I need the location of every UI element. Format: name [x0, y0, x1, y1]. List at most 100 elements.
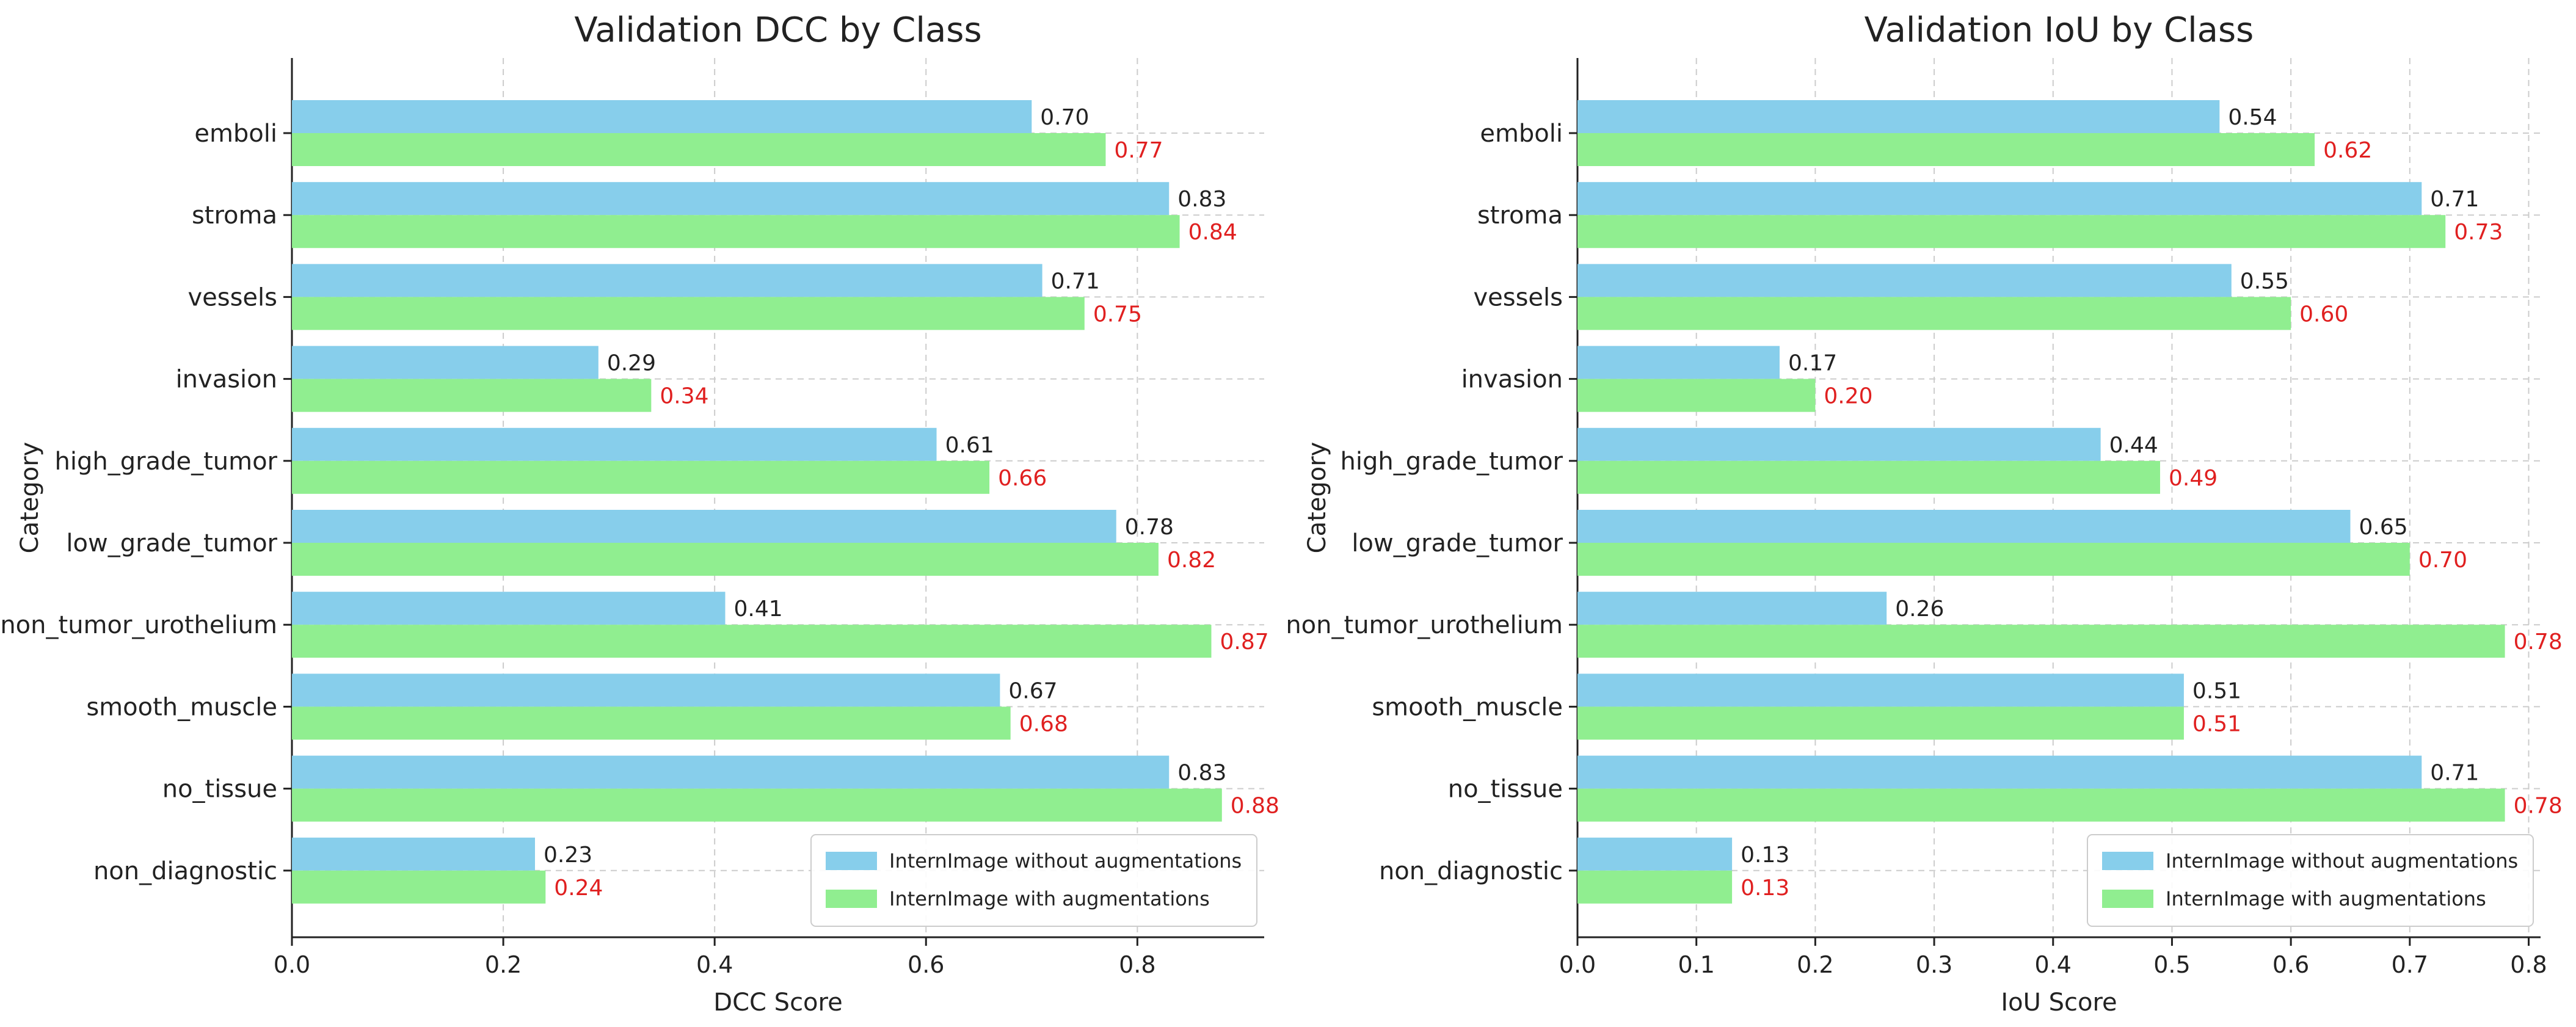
- chart1-category-label-stroma: stroma: [192, 201, 277, 230]
- chart1-value-label-s0-high_grade_tumor: 0.61: [945, 433, 994, 458]
- chart1-bar-s0-smooth_muscle: [292, 673, 1000, 707]
- chart2-xtick-label-0: 0.0: [1559, 951, 1596, 978]
- chart2-x-axis-title: IoU Score: [2001, 989, 2117, 1017]
- chart2-bar-s1-no_tissue: [1577, 788, 2505, 822]
- chart1-bar-s0-vessels: [292, 264, 1042, 297]
- chart2-xtick-label-4: 0.4: [2035, 951, 2072, 978]
- chart2-category-label-no_tissue: no_tissue: [1448, 775, 1563, 804]
- chart1-value-label-s0-no_tissue: 0.83: [1177, 761, 1226, 786]
- chart1-value-label-s1-high_grade_tumor: 0.66: [998, 466, 1047, 491]
- chart1-bar-s0-no_tissue: [292, 755, 1170, 789]
- chart2-bar-s1-invasion: [1577, 379, 1816, 412]
- chart1-bar-s0-emboli: [292, 100, 1032, 133]
- chart2-category-label-high_grade_tumor: high_grade_tumor: [1341, 448, 1563, 476]
- chart1-bar-s0-non_tumor_urothelium: [292, 592, 726, 625]
- chart2: 0.54 0.62 emboli 0.71 0.73 stroma 0.55 0.60 vess…: [1286, 10, 2562, 1017]
- chart1: 0.70 0.77 emboli 0.83 0.84 stroma 0.71 0.75 vess…: [0, 10, 1279, 1017]
- chart1-bar-s1-vessels: [292, 297, 1085, 330]
- chart1-title: Validation DCC by Class: [574, 10, 981, 50]
- chart2-bar-s0-non_tumor_urothelium: [1577, 592, 1887, 625]
- chart1-value-label-s0-non_diagnostic: 0.23: [544, 843, 592, 868]
- chart1-value-label-s0-emboli: 0.70: [1040, 105, 1089, 130]
- chart2-legend-label-0: InternImage without augmentations: [2166, 849, 2518, 873]
- chart2-y-axis-title: Category: [1303, 442, 1331, 554]
- chart2-value-label-s1-non_diagnostic: 0.13: [1741, 876, 1789, 901]
- chart1-xtick-label-0: 0.0: [274, 951, 310, 978]
- chart1-value-label-s1-no_tissue: 0.88: [1231, 794, 1279, 819]
- chart2-value-label-s1-smooth_muscle: 0.51: [2192, 711, 2241, 736]
- chart2-value-label-s0-emboli: 0.54: [2228, 105, 2277, 130]
- chart1-value-label-s0-invasion: 0.29: [607, 351, 656, 376]
- chart1-xtick-label-2: 0.4: [696, 951, 733, 978]
- chart1-bar-s1-smooth_muscle: [292, 706, 1011, 740]
- chart2-bar-s1-emboli: [1577, 133, 2315, 166]
- chart2-xtick-label-8: 0.8: [2510, 951, 2547, 978]
- chart1-bar-s0-non_diagnostic: [292, 837, 535, 871]
- chart2-category-label-smooth_muscle: smooth_muscle: [1372, 693, 1563, 721]
- chart2-bar-s1-smooth_muscle: [1577, 706, 2184, 740]
- chart1-value-label-s1-invasion: 0.34: [660, 384, 708, 409]
- chart2-category-label-low_grade_tumor: low_grade_tumor: [1352, 529, 1563, 557]
- chart1-value-label-s0-low_grade_tumor: 0.78: [1125, 515, 1174, 540]
- chart1-value-label-s1-vessels: 0.75: [1093, 302, 1142, 327]
- chart2-bar-s0-invasion: [1577, 346, 1780, 379]
- chart2-legend-swatch-0: [2102, 852, 2153, 870]
- chart1-bar-s0-low_grade_tumor: [292, 510, 1116, 543]
- chart2-value-label-s1-invasion: 0.20: [1824, 384, 1872, 409]
- chart2-legend-swatch-1: [2102, 890, 2153, 908]
- chart1-value-label-s0-smooth_muscle: 0.67: [1008, 678, 1057, 703]
- chart2-value-label-s1-emboli: 0.62: [2323, 138, 2372, 163]
- chart1-category-label-no_tissue: no_tissue: [162, 775, 277, 804]
- chart2-bar-s1-non_tumor_urothelium: [1577, 625, 2505, 658]
- chart2-bar-s1-non_diagnostic: [1577, 870, 1733, 904]
- chart2-value-label-s1-low_grade_tumor: 0.70: [2418, 548, 2467, 573]
- chart2-legend-box: [2087, 834, 2534, 927]
- chart1-value-label-s1-non_tumor_urothelium: 0.87: [1220, 630, 1268, 655]
- chart1-category-label-invasion: invasion: [176, 366, 277, 394]
- chart1-y-axis-title: Category: [16, 442, 44, 554]
- chart2-xtick-label-1: 0.1: [1678, 951, 1714, 978]
- chart1-category-label-smooth_muscle: smooth_muscle: [86, 693, 277, 721]
- chart1-value-label-s0-stroma: 0.83: [1177, 187, 1226, 212]
- chart1-category-label-low_grade_tumor: low_grade_tumor: [66, 529, 277, 557]
- chart2-value-label-s0-low_grade_tumor: 0.65: [2359, 515, 2407, 540]
- chart2-bar-s1-low_grade_tumor: [1577, 543, 2410, 576]
- chart2-bar-s0-no_tissue: [1577, 755, 2422, 789]
- chart2-value-label-s1-vessels: 0.60: [2299, 302, 2348, 327]
- chart1-bar-s1-high_grade_tumor: [292, 460, 990, 494]
- chart1-xtick-label-1: 0.2: [485, 951, 522, 978]
- chart2-bar-s1-high_grade_tumor: [1577, 460, 2160, 494]
- chart1-bar-s0-invasion: [292, 346, 599, 379]
- chart2-xtick-label-6: 0.6: [2272, 951, 2309, 978]
- chart1-bar-s1-non_tumor_urothelium: [292, 625, 1212, 658]
- chart2-category-label-emboli: emboli: [1480, 120, 1563, 148]
- chart2-category-label-non_tumor_urothelium: non_tumor_urothelium: [1286, 611, 1563, 639]
- chart2-value-label-s0-smooth_muscle: 0.51: [2192, 678, 2241, 703]
- chart2-value-label-s1-high_grade_tumor: 0.49: [2169, 466, 2218, 491]
- chart2-xtick-label-5: 0.5: [2153, 951, 2190, 978]
- chart1-value-label-s1-emboli: 0.77: [1114, 138, 1163, 163]
- chart2-bar-s0-smooth_muscle: [1577, 673, 2184, 707]
- chart1-legend-swatch-0: [826, 852, 877, 870]
- chart1-bar-s1-non_diagnostic: [292, 870, 546, 904]
- chart2-value-label-s0-high_grade_tumor: 0.44: [2109, 433, 2158, 458]
- chart2-value-label-s1-no_tissue: 0.78: [2514, 794, 2563, 819]
- chart1-value-label-s1-non_diagnostic: 0.24: [554, 876, 603, 901]
- chart1-value-label-s0-non_tumor_urothelium: 0.41: [733, 597, 782, 622]
- chart2-value-label-s0-non_diagnostic: 0.13: [1741, 843, 1789, 868]
- chart1-bar-s1-low_grade_tumor: [292, 543, 1159, 576]
- chart2-category-label-stroma: stroma: [1477, 201, 1563, 230]
- chart2-xtick-label-7: 0.7: [2392, 951, 2428, 978]
- chart1-bar-s1-stroma: [292, 215, 1180, 249]
- chart1-xtick-label-3: 0.6: [908, 951, 944, 978]
- chart2-bar-s1-stroma: [1577, 215, 2446, 249]
- chart1-legend-label-0: InternImage without augmentations: [889, 849, 1242, 873]
- chart1-category-label-high_grade_tumor: high_grade_tumor: [55, 448, 278, 476]
- chart1-legend: InternImage without augmentations InternI…: [810, 834, 1257, 927]
- chart1-legend-label-1: InternImage with augmentations: [889, 887, 1210, 910]
- chart2-category-label-invasion: invasion: [1461, 366, 1563, 394]
- chart1-value-label-s1-smooth_muscle: 0.68: [1019, 711, 1068, 736]
- chart2-bar-s0-emboli: [1577, 100, 2220, 133]
- chart1-bar-s1-no_tissue: [292, 788, 1222, 822]
